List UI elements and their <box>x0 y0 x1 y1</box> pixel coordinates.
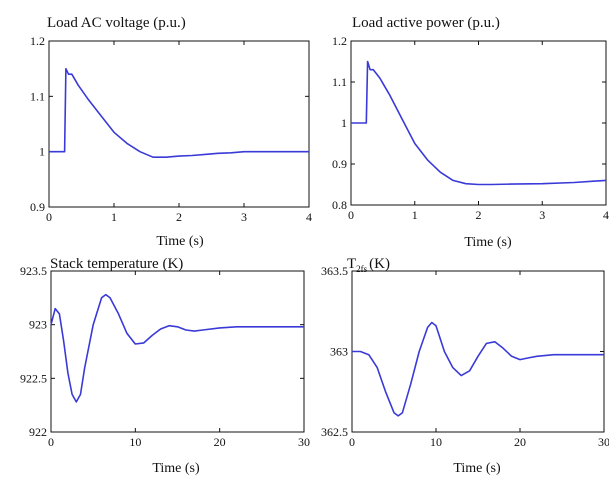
y-tick-label: 1.1 <box>332 75 347 89</box>
x-tick-label: 0 <box>348 208 354 222</box>
y-tick-label: 0.9 <box>332 157 347 171</box>
y-tick-label: 923.5 <box>20 264 47 278</box>
x-tick-label: 4 <box>306 210 312 224</box>
panel-load-active-power: Load active power (p.u.) Time (s) 0 1 2 3 4 0… <box>332 15 609 250</box>
panel-title: Stack temperature (K) <box>50 256 183 272</box>
x-tick-label: 3 <box>539 208 545 222</box>
y-tick-label: 363 <box>330 345 348 359</box>
x-tick-label: 2 <box>176 210 182 224</box>
y-tick-label: 1.2 <box>30 34 45 48</box>
y-tick-label: 922.5 <box>20 371 47 385</box>
y-tick-label: 1 <box>341 116 347 130</box>
y-tick-label: 362.5 <box>321 425 348 439</box>
x-tick-label: 1 <box>412 208 418 222</box>
panel-title: T2fs (K) <box>347 256 390 274</box>
x-tick-label: 30 <box>298 435 310 449</box>
y-tick-label: 1.1 <box>30 89 45 103</box>
x-tick-label: 20 <box>514 435 526 449</box>
y-tick-label: 0.9 <box>30 200 45 214</box>
x-tick-label: 0 <box>349 435 355 449</box>
x-tick-label: 10 <box>430 435 442 449</box>
series-line <box>49 67 309 158</box>
x-tick-label: 30 <box>598 435 609 449</box>
panel-title-subscript: 2fs <box>356 264 367 274</box>
x-tick-label: 2 <box>476 208 482 222</box>
x-tick-label: 1 <box>111 210 117 224</box>
y-tick-label: 923 <box>29 318 47 332</box>
y-tick-label: 1 <box>39 145 45 159</box>
x-tick-label: 4 <box>603 208 609 222</box>
panel-t2fs: T2fs (K) Time (s) 0 10 20 30 362.5 363 363.5 <box>321 256 609 476</box>
plot-frame <box>350 40 607 206</box>
plot-frame <box>48 40 310 208</box>
series-line <box>351 60 607 186</box>
x-axis-label: Time (s) <box>453 461 501 476</box>
x-tick-label: 0 <box>48 435 54 449</box>
x-axis-label: Time (s) <box>152 461 200 476</box>
y-tick-label: 0.8 <box>332 198 347 212</box>
y-tick-label: 363.5 <box>321 264 348 278</box>
series-line <box>50 293 304 403</box>
plot-frame <box>351 270 605 433</box>
x-tick-label: 3 <box>241 210 247 224</box>
series-line <box>352 321 604 417</box>
x-tick-label: 20 <box>214 435 226 449</box>
x-axis-label: Time (s) <box>464 235 512 250</box>
x-tick-label: 0 <box>46 210 52 224</box>
x-tick-label: 10 <box>129 435 141 449</box>
y-tick-label: 1.2 <box>332 34 347 48</box>
y-tick-label: 922 <box>29 425 47 439</box>
panel-stack-temperature: Stack temperature (K) Time (s) 0 10 20 30 92… <box>20 256 310 476</box>
panel-load-ac-voltage: Load AC voltage (p.u.) Time (s) 0 1 2 3 4 0.9… <box>30 15 312 249</box>
x-axis-label: Time (s) <box>156 234 204 249</box>
panel-title-suffix: (K) <box>369 256 390 272</box>
panel-title: Load AC voltage (p.u.) <box>47 15 186 31</box>
panel-title: Load active power (p.u.) <box>352 15 500 31</box>
panel-title-main: T <box>347 256 356 272</box>
plot-frame <box>50 270 305 433</box>
